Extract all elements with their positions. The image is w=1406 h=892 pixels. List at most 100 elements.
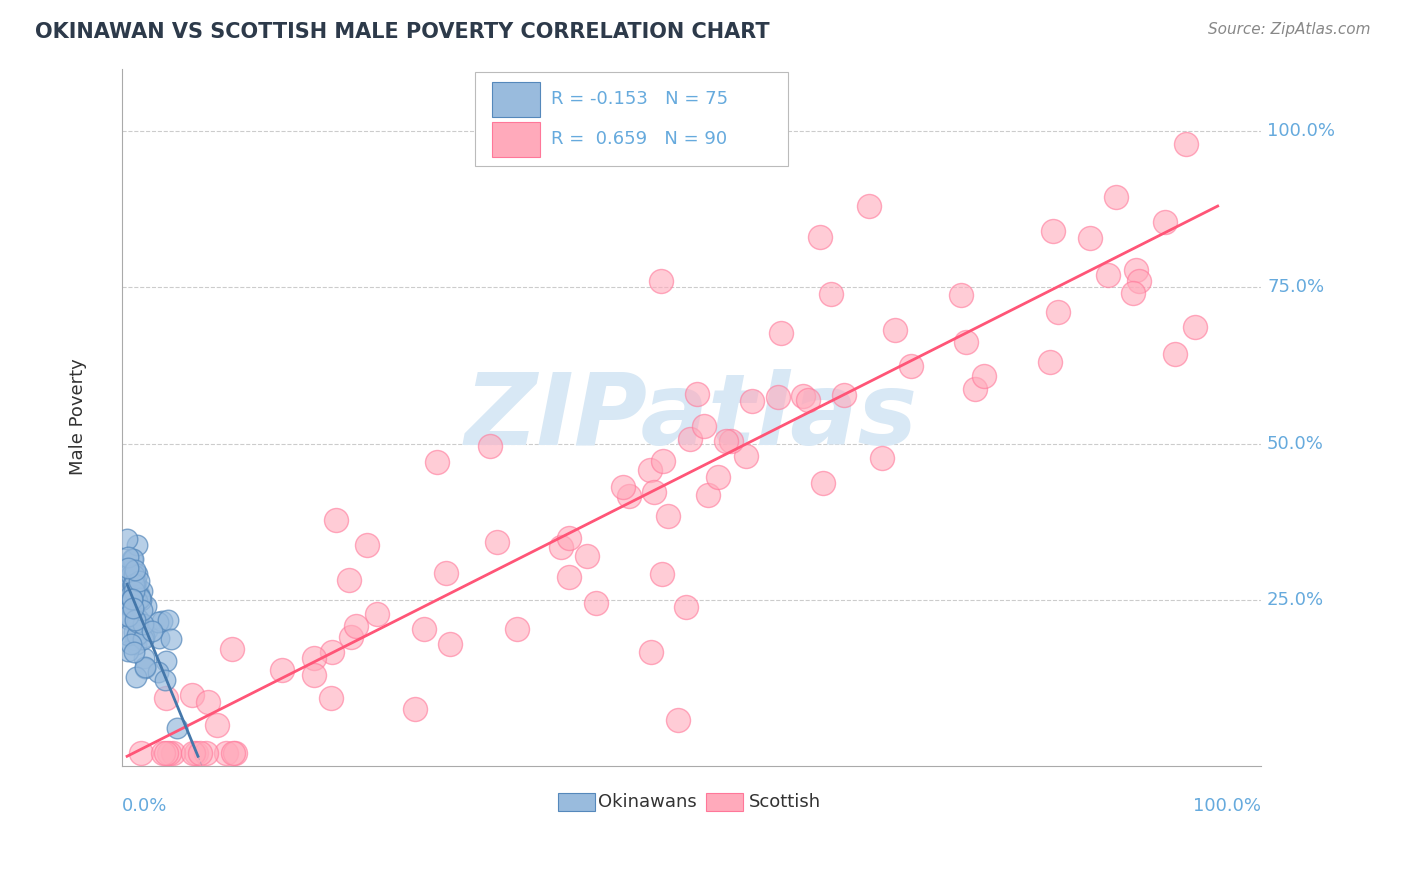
Text: 100.0%: 100.0% xyxy=(1194,797,1261,815)
Point xyxy=(1174,136,1197,151)
Point xyxy=(741,394,763,409)
Point xyxy=(180,688,202,702)
Point xyxy=(117,644,139,658)
Point xyxy=(973,368,995,383)
Point xyxy=(122,578,145,592)
Point xyxy=(124,645,146,659)
Point xyxy=(319,690,342,705)
Point xyxy=(155,746,177,760)
Point xyxy=(685,387,707,401)
Point xyxy=(870,450,893,465)
Point xyxy=(651,567,673,582)
Text: Okinawans: Okinawans xyxy=(598,793,697,811)
Point xyxy=(693,418,716,433)
Point xyxy=(122,587,145,601)
Point xyxy=(1042,224,1064,238)
Point xyxy=(121,592,143,607)
Point xyxy=(131,584,153,599)
Point xyxy=(302,651,325,665)
Point xyxy=(356,538,378,552)
Point xyxy=(122,552,145,566)
Point xyxy=(321,645,343,659)
Point xyxy=(129,591,152,605)
Point xyxy=(124,576,146,591)
Point xyxy=(160,632,183,646)
Point xyxy=(963,382,986,396)
Point xyxy=(121,552,143,566)
Point xyxy=(120,599,142,613)
Point xyxy=(148,631,170,645)
Point xyxy=(131,617,153,632)
Text: 50.0%: 50.0% xyxy=(1267,434,1324,452)
Point xyxy=(436,566,458,580)
Point xyxy=(558,570,581,584)
Point xyxy=(638,463,661,477)
Point xyxy=(120,611,142,625)
Text: Male Poverty: Male Poverty xyxy=(69,359,87,475)
Point xyxy=(156,613,179,627)
Point xyxy=(122,577,145,591)
Point xyxy=(120,593,142,607)
Point xyxy=(221,641,243,656)
Point xyxy=(344,619,367,633)
Point xyxy=(184,746,207,760)
Point xyxy=(118,589,141,603)
Point xyxy=(122,584,145,599)
Point xyxy=(222,746,245,760)
Point xyxy=(128,587,150,601)
Point xyxy=(426,455,449,469)
Point xyxy=(832,388,855,402)
FancyBboxPatch shape xyxy=(706,793,742,811)
Point xyxy=(124,567,146,582)
Point xyxy=(720,434,742,448)
Text: 25.0%: 25.0% xyxy=(1267,591,1324,609)
Point xyxy=(181,746,204,760)
Point xyxy=(134,659,156,673)
Point xyxy=(792,389,814,403)
Point xyxy=(657,509,679,524)
Point xyxy=(337,574,360,588)
Point xyxy=(117,579,139,593)
Point xyxy=(735,450,758,464)
FancyBboxPatch shape xyxy=(492,122,540,157)
Text: R =  0.659   N = 90: R = 0.659 N = 90 xyxy=(551,130,727,148)
Point xyxy=(485,535,508,549)
Point xyxy=(215,746,238,760)
Point xyxy=(129,593,152,607)
Point xyxy=(153,673,176,687)
Point xyxy=(679,432,702,446)
Point xyxy=(128,589,150,603)
Point xyxy=(122,601,145,615)
Point xyxy=(132,631,155,645)
Point xyxy=(125,566,148,581)
Point xyxy=(117,568,139,582)
Point xyxy=(146,665,169,680)
Point xyxy=(900,359,922,373)
Point xyxy=(117,609,139,624)
Point xyxy=(121,592,143,607)
Point xyxy=(190,746,212,760)
Point xyxy=(124,574,146,588)
Point xyxy=(134,661,156,675)
Point xyxy=(127,612,149,626)
Point xyxy=(811,475,834,490)
Point xyxy=(1128,274,1150,288)
Point xyxy=(340,630,363,644)
Point xyxy=(166,721,188,735)
Point xyxy=(124,613,146,627)
Point xyxy=(127,593,149,607)
Point xyxy=(697,488,720,502)
Point xyxy=(884,323,907,337)
Point xyxy=(643,485,665,500)
Text: ZIPatlas: ZIPatlas xyxy=(465,368,918,466)
Point xyxy=(125,637,148,651)
Text: R = -0.153   N = 75: R = -0.153 N = 75 xyxy=(551,90,728,108)
Point xyxy=(141,624,163,639)
Point xyxy=(675,600,697,615)
Point xyxy=(122,624,145,639)
Point xyxy=(117,612,139,626)
Point xyxy=(271,664,294,678)
Point xyxy=(125,576,148,591)
Point xyxy=(506,622,529,636)
Text: 100.0%: 100.0% xyxy=(1267,122,1336,140)
